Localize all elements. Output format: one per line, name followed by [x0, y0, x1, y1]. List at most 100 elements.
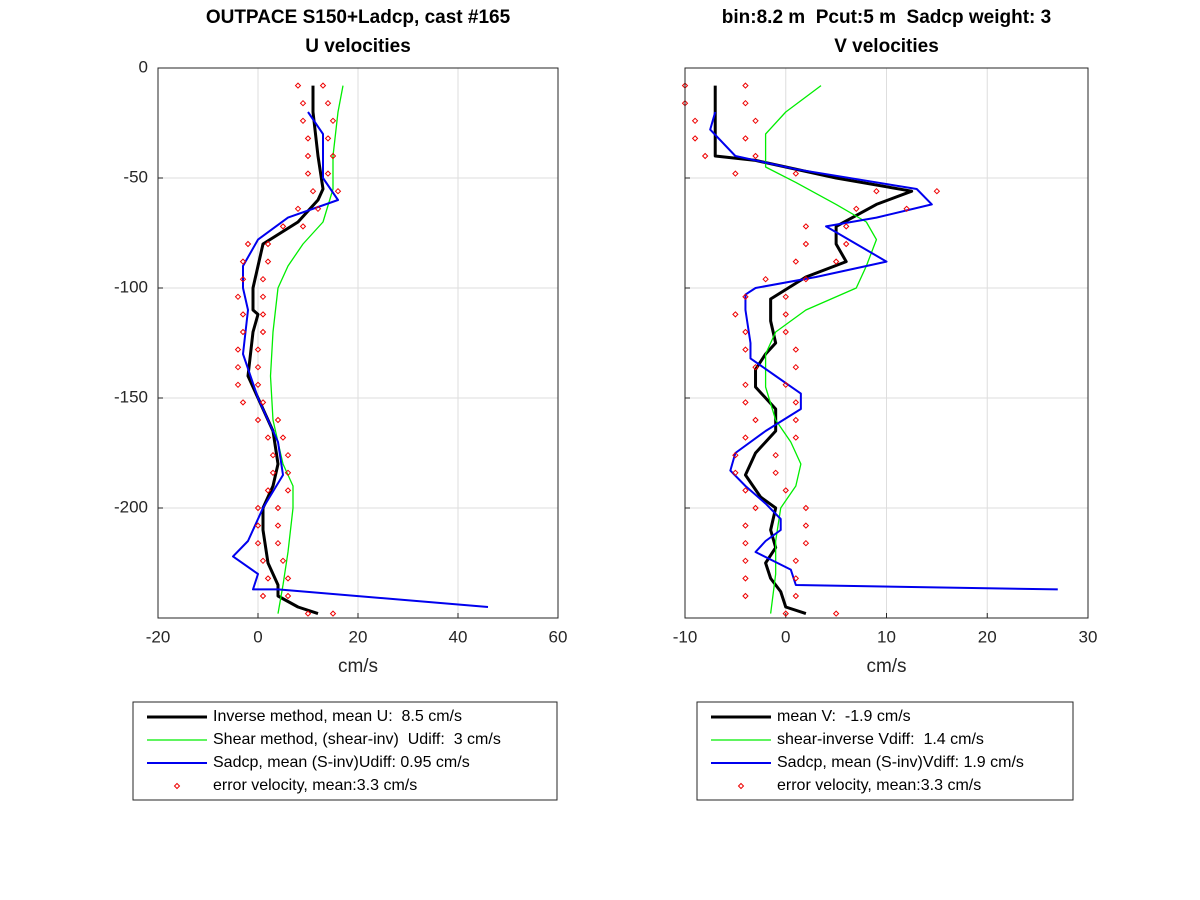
x-tick-label: -20	[146, 627, 171, 646]
error-marker	[254, 363, 262, 371]
error-marker	[244, 240, 252, 248]
error-marker	[752, 504, 759, 512]
error-marker	[279, 223, 287, 230]
error-marker	[319, 82, 327, 89]
error-marker	[732, 170, 739, 177]
x-tick-label: 0	[781, 627, 790, 646]
error-marker	[329, 152, 337, 160]
error-marker	[701, 152, 709, 160]
velocity-line	[232, 111, 489, 608]
error-marker	[782, 610, 789, 617]
error-marker	[903, 205, 910, 213]
error-marker	[284, 451, 292, 459]
error-marker	[752, 152, 759, 160]
axes-frame	[684, 67, 1089, 619]
x-tick-label: 20	[349, 627, 368, 646]
error-marker	[259, 275, 267, 283]
error-marker	[742, 575, 749, 582]
error-marker	[284, 592, 292, 600]
error-marker	[782, 293, 789, 301]
error-marker	[742, 487, 749, 494]
error-marker	[853, 205, 860, 213]
error-marker	[274, 539, 282, 547]
legend-label: Sadcp, mean (S-inv)Udiff: 0.95 cm/s	[213, 754, 470, 771]
error-marker	[304, 135, 312, 142]
error-marker	[239, 328, 247, 336]
error-marker	[842, 240, 850, 248]
error-marker	[274, 522, 282, 529]
error-marker	[752, 416, 759, 424]
y-tick-label: -150	[114, 387, 148, 406]
error-marker	[792, 416, 800, 424]
error-marker	[239, 258, 247, 265]
error-marker	[294, 82, 302, 89]
x-axis-label: cm/s	[866, 656, 906, 677]
error-marker	[299, 99, 307, 107]
legend-label: Inverse method, mean U: 8.5 cm/s	[213, 708, 462, 725]
legend-label: mean V: -1.9 cm/s	[777, 708, 911, 725]
x-tick-label: 0	[253, 627, 262, 646]
error-marker	[304, 610, 312, 617]
error-marker	[239, 399, 247, 406]
legend-label: error velocity, mean:3.3 cm/s	[213, 777, 417, 794]
error-marker	[254, 504, 262, 512]
velocity-line	[246, 85, 325, 616]
legend-label: shear-inverse Vdiff: 1.4 cm/s	[777, 731, 984, 748]
error-marker	[314, 205, 322, 213]
error-marker	[264, 258, 272, 265]
error-marker	[274, 504, 282, 512]
error-marker	[782, 328, 789, 336]
error-marker	[782, 311, 789, 318]
error-marker	[742, 522, 749, 529]
axes-frame	[157, 67, 559, 619]
error-marker	[742, 293, 749, 301]
error-marker	[792, 346, 800, 353]
error-marker	[324, 170, 332, 177]
legend-label: Sadcp, mean (S-inv)Vdiff: 1.9 cm/s	[777, 754, 1024, 771]
error-marker	[329, 117, 337, 125]
error-marker	[782, 381, 789, 389]
velocity-line	[709, 111, 1058, 591]
error-marker	[742, 592, 749, 600]
x-axis-label: cm/s	[338, 656, 378, 677]
error-marker	[742, 135, 749, 142]
y-tick-label: 0	[139, 57, 148, 76]
error-marker	[742, 82, 749, 89]
legend-label: error velocity, mean:3.3 cm/s	[777, 777, 981, 794]
error-marker	[239, 275, 247, 283]
error-marker	[742, 399, 749, 406]
error-marker	[239, 311, 247, 318]
error-marker	[792, 363, 800, 371]
chart-title: bin:8.2 m Pcut:5 m Sadcp weight: 3	[722, 7, 1051, 28]
error-marker	[792, 557, 800, 565]
error-marker	[329, 610, 337, 617]
x-tick-label: -10	[673, 627, 698, 646]
error-marker	[752, 363, 759, 371]
error-marker	[254, 539, 262, 547]
error-marker	[279, 557, 287, 565]
error-marker	[324, 99, 332, 107]
error-marker	[269, 469, 277, 477]
error-marker	[742, 328, 749, 336]
error-marker	[802, 275, 810, 283]
error-marker	[259, 328, 267, 336]
error-marker	[772, 451, 779, 459]
error-marker	[933, 187, 941, 195]
error-marker	[802, 539, 810, 547]
chart-subtitle: V velocities	[834, 36, 939, 57]
x-tick-label: 10	[877, 627, 896, 646]
error-marker	[259, 557, 267, 565]
error-marker	[304, 170, 312, 177]
error-marker	[732, 469, 739, 477]
error-marker	[873, 187, 880, 195]
error-marker	[259, 592, 267, 600]
error-marker	[691, 135, 699, 142]
error-marker	[732, 451, 739, 459]
error-marker	[762, 275, 769, 283]
error-marker	[269, 451, 277, 459]
error-marker	[284, 469, 292, 477]
error-marker	[792, 258, 800, 265]
error-marker	[259, 293, 267, 301]
chart-title: OUTPACE S150+Ladcp, cast #165	[206, 7, 511, 28]
